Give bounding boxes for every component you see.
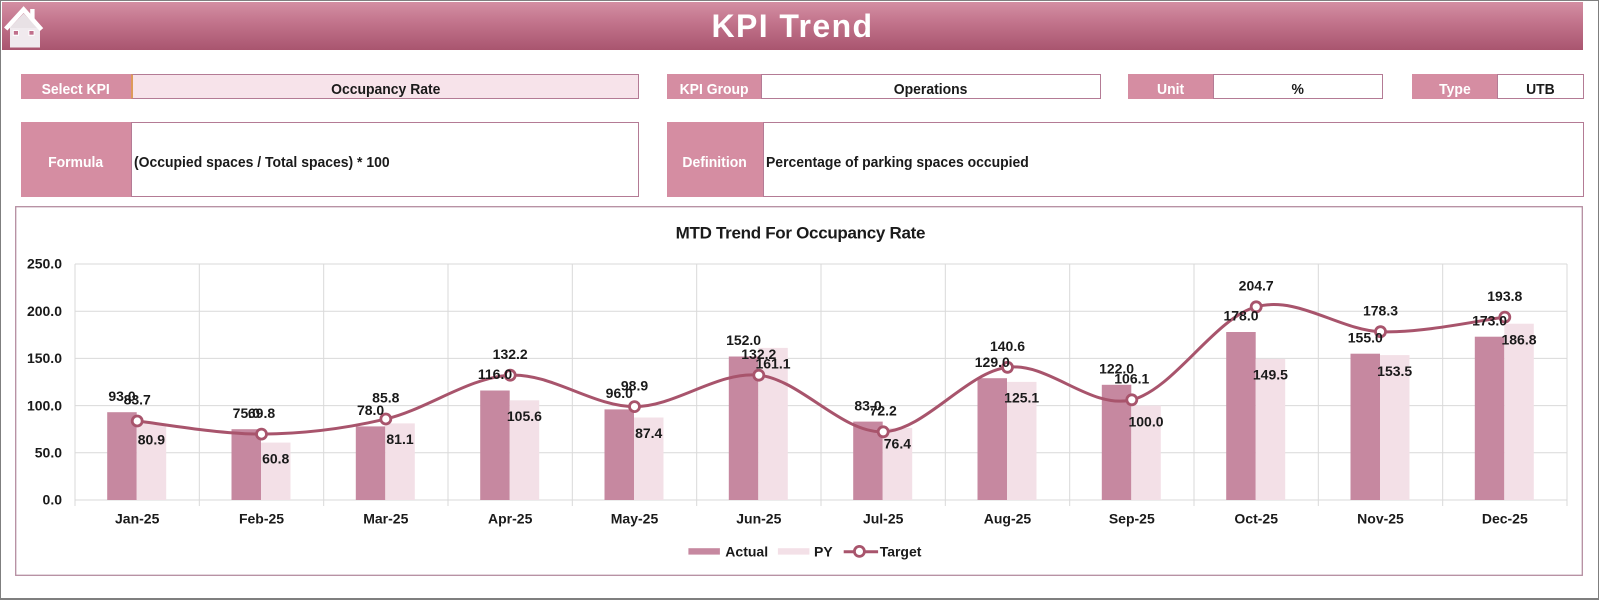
svg-text:Actual: Actual xyxy=(725,543,768,559)
svg-text:60.8: 60.8 xyxy=(262,450,289,466)
svg-text:69.8: 69.8 xyxy=(248,405,275,421)
svg-text:Target: Target xyxy=(880,543,922,559)
svg-text:PY: PY xyxy=(814,543,833,559)
svg-text:Oct-25: Oct-25 xyxy=(1234,511,1278,527)
svg-text:122.0: 122.0 xyxy=(1099,361,1134,377)
svg-text:0.0: 0.0 xyxy=(43,492,63,508)
svg-text:75.0: 75.0 xyxy=(233,405,260,421)
svg-text:153.5: 153.5 xyxy=(1377,363,1412,379)
svg-text:Jan-25: Jan-25 xyxy=(115,511,160,527)
svg-text:83.0: 83.0 xyxy=(854,397,881,413)
svg-text:May-25: May-25 xyxy=(611,511,659,527)
svg-text:129.0: 129.0 xyxy=(975,354,1010,370)
svg-text:Jun-25: Jun-25 xyxy=(736,511,781,527)
svg-text:81.1: 81.1 xyxy=(386,431,413,447)
svg-text:250.0: 250.0 xyxy=(27,256,62,272)
svg-text:Feb-25: Feb-25 xyxy=(239,511,284,527)
svg-text:204.7: 204.7 xyxy=(1239,278,1274,294)
svg-text:149.5: 149.5 xyxy=(1253,367,1288,383)
svg-text:132.2: 132.2 xyxy=(741,346,776,362)
svg-text:186.8: 186.8 xyxy=(1501,331,1536,347)
svg-text:72.2: 72.2 xyxy=(870,403,897,419)
svg-text:178.3: 178.3 xyxy=(1363,302,1398,318)
svg-text:Dec-25: Dec-25 xyxy=(1482,511,1528,527)
svg-text:100.0: 100.0 xyxy=(27,397,62,413)
svg-text:Aug-25: Aug-25 xyxy=(984,511,1032,527)
svg-text:116.0: 116.0 xyxy=(478,366,512,382)
svg-text:93.0: 93.0 xyxy=(108,388,135,404)
svg-text:155.0: 155.0 xyxy=(1348,329,1383,345)
svg-text:100.0: 100.0 xyxy=(1128,413,1163,429)
svg-text:98.9: 98.9 xyxy=(621,377,648,393)
svg-text:132.2: 132.2 xyxy=(493,346,528,362)
svg-text:161.1: 161.1 xyxy=(755,356,790,372)
svg-text:140.6: 140.6 xyxy=(990,338,1025,354)
svg-text:MTD Trend For Occupancy Rate: MTD Trend For Occupancy Rate xyxy=(676,224,925,243)
svg-text:Apr-25: Apr-25 xyxy=(488,511,533,527)
svg-text:152.0: 152.0 xyxy=(726,332,761,348)
svg-text:Mar-25: Mar-25 xyxy=(363,511,408,527)
svg-text:200.0: 200.0 xyxy=(27,303,62,319)
svg-text:125.1: 125.1 xyxy=(1004,390,1039,406)
svg-text:178.0: 178.0 xyxy=(1223,308,1258,324)
svg-text:173.0: 173.0 xyxy=(1472,312,1507,328)
svg-text:78.0: 78.0 xyxy=(357,402,384,418)
svg-text:80.9: 80.9 xyxy=(138,431,165,447)
svg-text:Nov-25: Nov-25 xyxy=(1357,511,1404,527)
svg-text:Jul-25: Jul-25 xyxy=(863,511,904,527)
svg-text:83.7: 83.7 xyxy=(124,392,151,408)
svg-text:150.0: 150.0 xyxy=(27,350,62,366)
svg-text:87.4: 87.4 xyxy=(635,425,662,441)
svg-text:76.4: 76.4 xyxy=(884,436,911,452)
svg-text:Sep-25: Sep-25 xyxy=(1109,511,1155,527)
svg-text:96.0: 96.0 xyxy=(606,385,633,401)
svg-text:106.1: 106.1 xyxy=(1114,371,1149,387)
svg-text:105.6: 105.6 xyxy=(507,408,542,424)
svg-text:50.0: 50.0 xyxy=(35,445,62,461)
svg-text:193.8: 193.8 xyxy=(1487,288,1522,304)
svg-text:85.8: 85.8 xyxy=(372,390,399,406)
